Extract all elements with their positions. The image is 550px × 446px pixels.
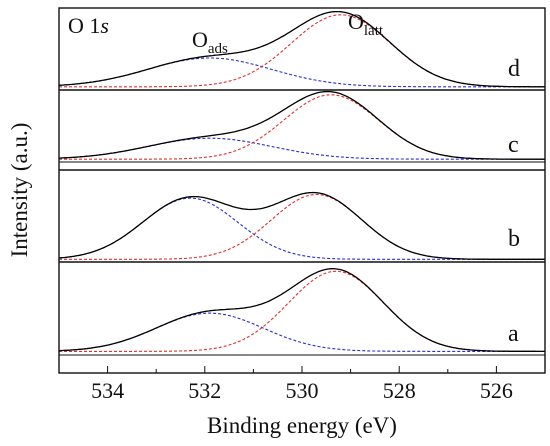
component-o-latt-line: [59, 270, 545, 352]
panel-d: d: [58, 10, 545, 91]
plot-area: d c b a: [58, 10, 545, 356]
panel-label-a: a: [508, 321, 519, 347]
panel-c: c: [58, 90, 545, 171]
component-o-latt-line: [59, 14, 545, 88]
component-o-ads-line: [58, 197, 545, 260]
y-axis-title: Intensity (a.u.): [7, 123, 32, 258]
panel-label-d: d: [508, 56, 520, 82]
x-tick-label: 526: [480, 378, 513, 403]
peak-label-ads: Oads: [192, 27, 228, 57]
panel-b: b: [58, 191, 545, 263]
panel-label-b: b: [508, 226, 520, 252]
x-tick-label: 534: [91, 378, 124, 403]
panel-a: a: [58, 268, 545, 356]
peak-label-ads-sub: ads: [208, 41, 228, 57]
envelope-line: [58, 268, 545, 353]
x-tick-label: 530: [286, 378, 319, 403]
plot-frame: [58, 7, 546, 374]
peak-label-latt-sub: latt: [364, 23, 384, 39]
x-tick-label: 532: [188, 378, 221, 403]
x-tick-label: 528: [383, 378, 416, 403]
component-o-ads-line: [58, 312, 545, 352]
region-label: O 1s: [68, 13, 109, 38]
x-axis-title: Binding energy (eV): [207, 413, 397, 438]
region-label-italic: s: [100, 13, 109, 38]
peak-label-latt-main: O: [348, 9, 364, 34]
peak-label-latt: Olatt: [348, 9, 384, 39]
peak-label-ads-main: O: [192, 27, 208, 52]
envelope-line: [58, 191, 545, 260]
envelope-line: [58, 90, 545, 160]
component-o-ads-line: [58, 57, 545, 88]
component-o-ads-line: [58, 137, 545, 160]
region-label-main: O 1: [68, 13, 100, 38]
panel-label-c: c: [508, 132, 519, 158]
x-axis: 534 532 530 528 526: [58, 366, 546, 403]
envelope-line: [58, 10, 545, 88]
component-o-latt-line: [59, 193, 545, 260]
